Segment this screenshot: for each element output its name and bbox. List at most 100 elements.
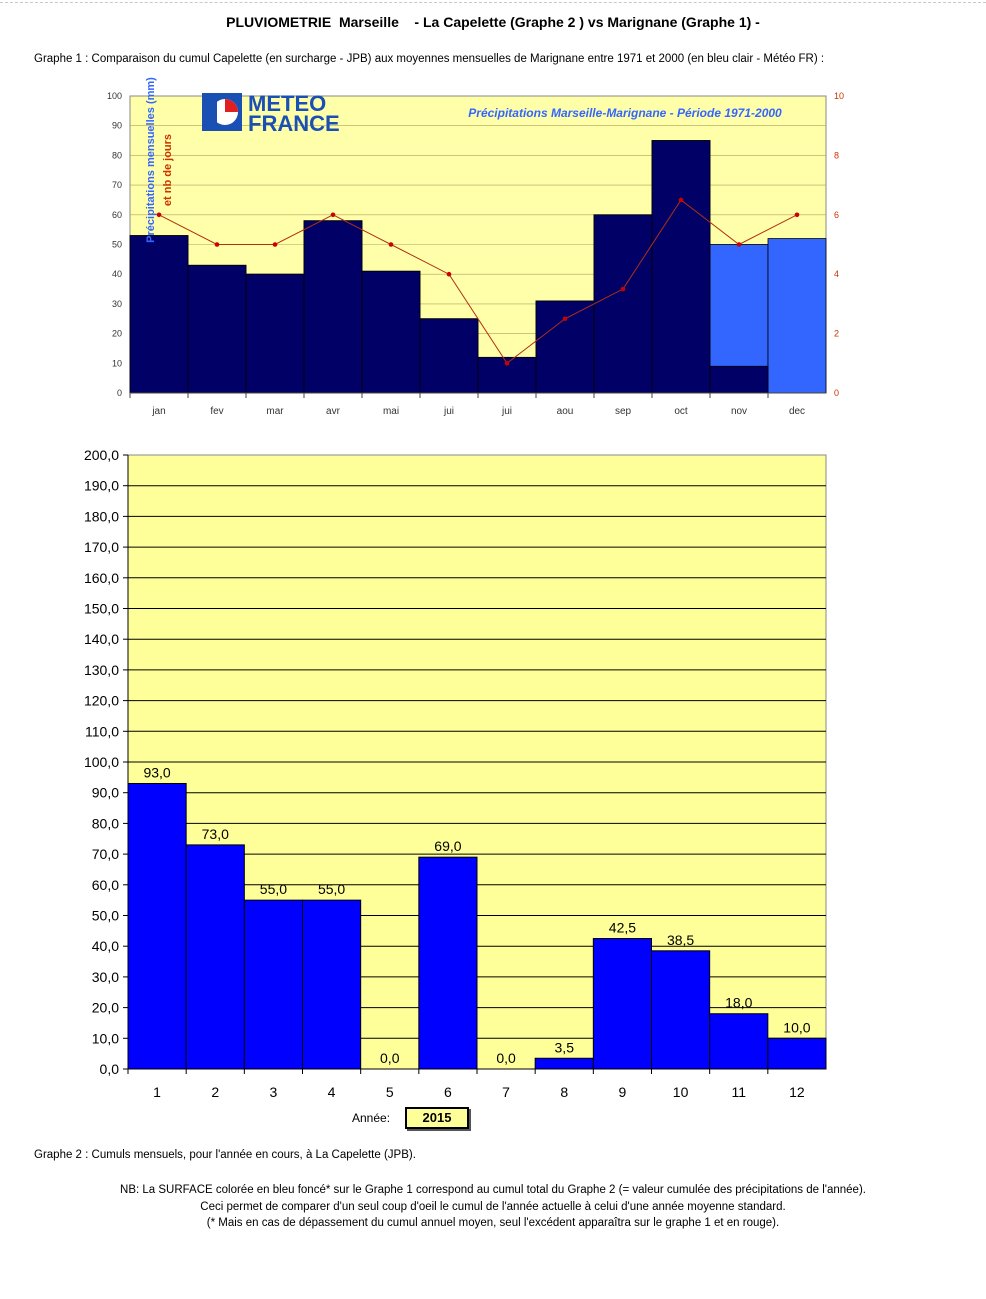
graph2-x-tick: 2 <box>211 1084 219 1100</box>
graph1-y-tick: 90 <box>112 121 122 131</box>
graph1-y-tick: 50 <box>112 240 122 250</box>
graph1-y2-tick: 10 <box>834 91 844 101</box>
graph2-y-tick: 20,0 <box>92 1000 119 1016</box>
graph1-x-tick: jan <box>151 406 165 417</box>
graph1-days-point <box>388 242 394 247</box>
graph2-bar <box>534 1057 594 1070</box>
graph2-x-tick: 4 <box>328 1084 336 1100</box>
graph2-bar <box>592 938 652 1070</box>
graph2-y-tick: 130,0 <box>84 662 119 678</box>
graph2-y-tick: 80,0 <box>92 815 119 831</box>
graph2-bar <box>418 856 478 1070</box>
graph2-x-tick: 7 <box>502 1084 510 1100</box>
graph1-cumul-bar <box>709 365 769 394</box>
graph1-days-point <box>214 242 220 247</box>
graph2-bar-label: 0,0 <box>380 1050 400 1066</box>
graph1-x-tick: mai <box>383 406 399 417</box>
graph1-avg-bar <box>767 238 827 394</box>
graph1-x-tick: nov <box>731 406 747 417</box>
page-title: PLUVIOMETRIE Marseille - La Capelette (G… <box>226 14 760 30</box>
graph1-days-point <box>678 197 684 203</box>
graph2-y-tick: 60,0 <box>92 877 119 893</box>
graph2-y-tick: 10,0 <box>92 1030 119 1046</box>
graph1-y-tick: 30 <box>112 299 122 309</box>
year-label: Année: <box>352 1111 391 1125</box>
top-divider <box>0 2 986 3</box>
graph2-y-tick: 40,0 <box>92 938 119 954</box>
graph2-x-tick: 10 <box>673 1084 689 1100</box>
graph2-bar-label: 10,0 <box>783 1019 810 1035</box>
graph1-x-tick: aou <box>557 406 574 417</box>
graph2-bar <box>127 782 187 1070</box>
graph1-days-point <box>794 212 800 218</box>
graph2-y-tick: 190,0 <box>84 478 119 494</box>
graph1-y-tick: 40 <box>112 269 122 279</box>
graph2-x-tick: 6 <box>444 1084 452 1100</box>
graph2-bar <box>651 950 711 1070</box>
graph1-x-tick: mar <box>266 406 284 417</box>
graph2-bar-label: 0,0 <box>496 1050 516 1066</box>
graph1-days-point <box>562 316 568 322</box>
graph1-cumul-bar <box>593 214 653 394</box>
graph1-cumul-bar <box>303 220 363 394</box>
graph1-days-point <box>272 242 278 247</box>
graph1-y2-label: et nb de jours <box>162 134 174 206</box>
graph2-y-tick: 30,0 <box>92 969 119 985</box>
graph1-x-tick: fev <box>210 406 223 417</box>
graph1-caption: Graphe 1 : Comparaison du cumul Capelett… <box>34 53 825 65</box>
graph2-bar <box>302 899 362 1070</box>
meteo-france-logo: METEO FRANCE <box>202 91 340 136</box>
graph1-y2-tick: 8 <box>834 150 839 160</box>
graph2-x-tick: 12 <box>789 1084 805 1100</box>
graph1-y-tick: 80 <box>112 150 122 160</box>
graph2-y-tick: 150,0 <box>84 601 119 617</box>
year-input[interactable]: 2015 <box>405 1107 469 1129</box>
nb-line-3: (* Mais en cas de dépassement du cumul a… <box>206 1217 780 1229</box>
graph2-chart: 93,0 73,0 55,0 55,0 0,0 69,0 0,0 3,5 42,5 38,5 18,… <box>84 447 827 1100</box>
nb-line-1: NB: La SURFACE colorée en bleu foncé* su… <box>120 1184 866 1196</box>
graph1-x-tick: jui <box>443 406 454 417</box>
graph2-x-tick: 5 <box>386 1084 394 1100</box>
graph2-bar <box>767 1037 827 1070</box>
graph2-bar-label: 3,5 <box>555 1039 575 1055</box>
graph2-y-tick: 140,0 <box>84 631 119 647</box>
graph2-y-tick: 180,0 <box>84 508 119 524</box>
graph1-days-point <box>446 271 452 277</box>
graph2-bar-label: 38,5 <box>667 932 694 948</box>
graph1-title: Précipitations Marseille-Marignane - Pér… <box>468 106 782 120</box>
graph1-y2-tick: 2 <box>834 329 839 339</box>
graph2-y-tick: 50,0 <box>92 908 119 924</box>
graph2-bar-label: 73,0 <box>202 826 229 842</box>
graph1-cumul-bar <box>651 140 711 394</box>
graph1-x-tick: oct <box>674 406 688 417</box>
graph1-cumul-bar <box>419 318 479 394</box>
graph2-bar-label: 69,0 <box>434 838 461 854</box>
graph1-y-tick: 0 <box>117 388 122 398</box>
graph1-y-tick: 20 <box>112 329 122 339</box>
graph1-y-tick: 10 <box>112 358 122 368</box>
graph2-y-tick: 120,0 <box>84 693 119 709</box>
graph1-y-tick: 70 <box>112 180 122 190</box>
graph1-days-point <box>330 212 336 218</box>
graph1-x-tick: avr <box>326 406 341 417</box>
graph1-y-tick: 60 <box>112 210 122 220</box>
graph2-x-tick: 3 <box>270 1084 278 1100</box>
graph2-bar <box>243 899 303 1070</box>
graph2-x-tick: 1 <box>153 1084 161 1100</box>
graph1-cumul-bar <box>245 273 305 394</box>
graph1-days-point <box>504 361 510 366</box>
graph1-x-tick: sep <box>615 406 632 417</box>
logo-line1: METEO <box>248 91 326 116</box>
logo-line2: FRANCE <box>248 111 340 136</box>
graph1-y-label: Précipitations mensuelles (mm) <box>145 77 157 243</box>
graph1-y-tick: 100 <box>107 91 122 101</box>
graph1-cumul-bar <box>187 264 247 394</box>
graph1-y2-tick: 4 <box>834 269 839 279</box>
graph2-y-tick: 90,0 <box>92 785 119 801</box>
graph1-days-point <box>156 212 162 218</box>
graph1-y2-tick: 0 <box>834 388 839 398</box>
graph1-x-tick: dec <box>789 406 805 417</box>
graph2-bar-label: 93,0 <box>143 764 170 780</box>
graph1-cumul-bar <box>361 270 421 394</box>
